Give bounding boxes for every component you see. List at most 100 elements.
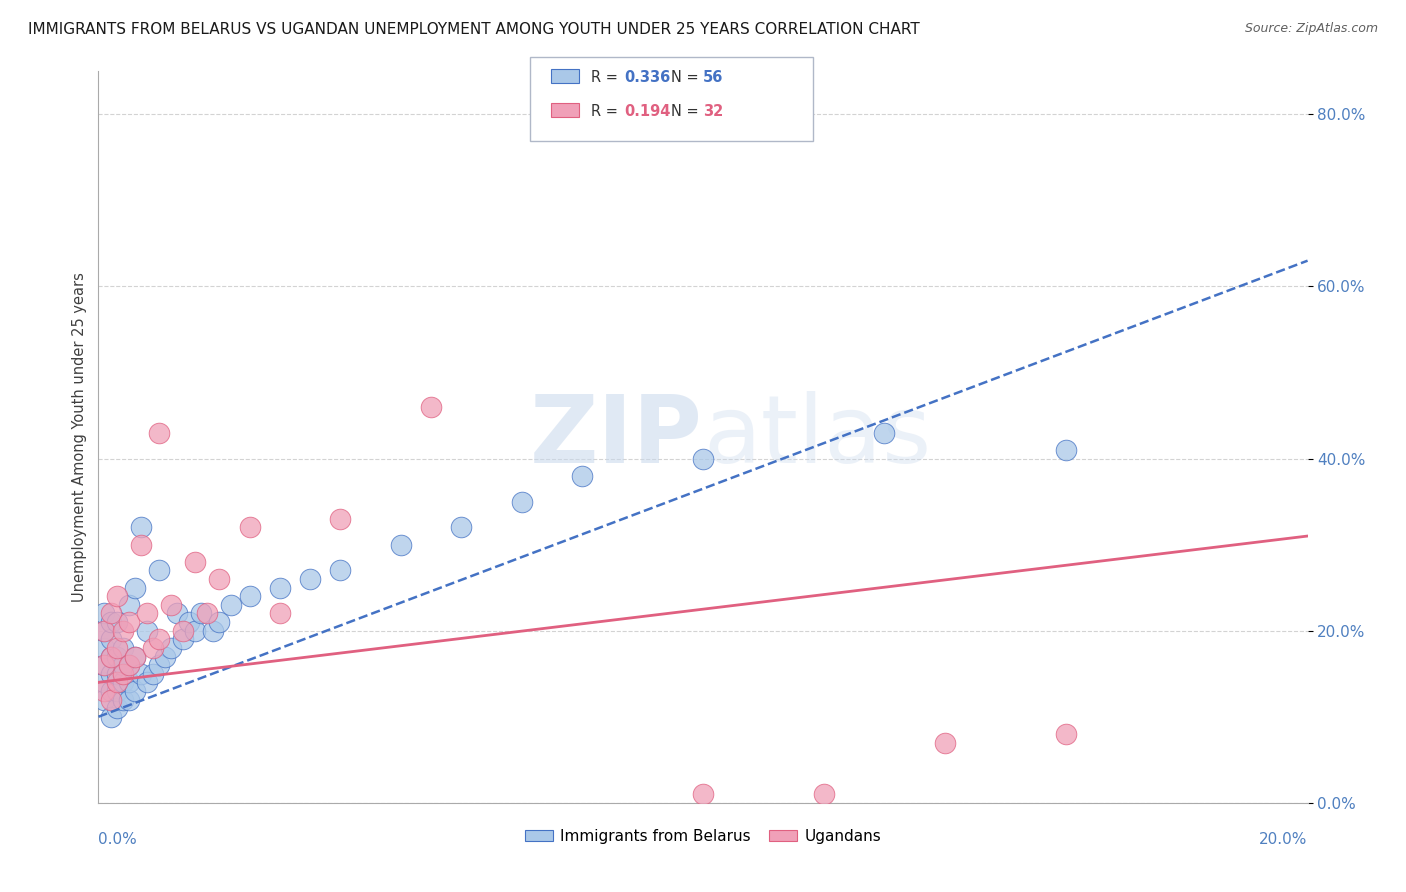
Point	[172, 624, 194, 638]
Point	[93, 658, 115, 673]
Point	[124, 649, 146, 664]
Point	[105, 649, 128, 664]
Point	[329, 564, 352, 578]
Point	[166, 607, 188, 621]
Text: 56: 56	[703, 70, 723, 86]
Point	[124, 649, 146, 664]
Point	[269, 581, 291, 595]
Point	[100, 607, 122, 621]
Point	[93, 640, 115, 655]
Point	[934, 735, 956, 749]
Point	[93, 692, 115, 706]
Text: atlas: atlas	[703, 391, 931, 483]
Point	[135, 607, 157, 621]
Point	[420, 400, 443, 414]
Point	[873, 425, 896, 440]
Point	[100, 710, 122, 724]
Point	[111, 675, 134, 690]
Point	[118, 692, 141, 706]
Point	[160, 598, 183, 612]
Point	[93, 684, 115, 698]
Point	[105, 666, 128, 681]
Point	[111, 624, 134, 638]
Point	[105, 640, 128, 655]
Text: N =: N =	[671, 104, 703, 120]
Point	[105, 615, 128, 629]
Text: Source: ZipAtlas.com: Source: ZipAtlas.com	[1244, 22, 1378, 36]
Point	[179, 615, 201, 629]
Point	[195, 607, 218, 621]
Point	[148, 658, 170, 673]
Point	[118, 675, 141, 690]
Point	[105, 684, 128, 698]
Point	[135, 624, 157, 638]
Point	[239, 589, 262, 603]
Legend: Immigrants from Belarus, Ugandans: Immigrants from Belarus, Ugandans	[519, 822, 887, 850]
Point	[100, 649, 122, 664]
Point	[1054, 442, 1077, 457]
Point	[100, 615, 122, 629]
Point	[124, 581, 146, 595]
Point	[105, 589, 128, 603]
Text: 0.336: 0.336	[624, 70, 671, 86]
Text: ZIP: ZIP	[530, 391, 703, 483]
Point	[111, 692, 134, 706]
Point	[299, 572, 322, 586]
Point	[93, 658, 115, 673]
Point	[93, 607, 115, 621]
Point	[389, 538, 412, 552]
Point	[129, 520, 152, 534]
Point	[111, 666, 134, 681]
Point	[118, 615, 141, 629]
Point	[269, 607, 291, 621]
Text: 0.194: 0.194	[624, 104, 671, 120]
Point	[184, 555, 207, 569]
Text: IMMIGRANTS FROM BELARUS VS UGANDAN UNEMPLOYMENT AMONG YOUTH UNDER 25 YEARS CORRE: IMMIGRANTS FROM BELARUS VS UGANDAN UNEMP…	[28, 22, 920, 37]
Point	[813, 787, 835, 801]
Text: 20.0%: 20.0%	[1260, 832, 1308, 847]
Point	[1054, 727, 1077, 741]
Point	[142, 666, 165, 681]
Point	[184, 624, 207, 638]
Point	[208, 615, 231, 629]
Point	[111, 640, 134, 655]
Point	[93, 675, 115, 690]
Point	[510, 494, 533, 508]
Point	[118, 658, 141, 673]
Point	[118, 598, 141, 612]
Point	[692, 451, 714, 466]
Point	[160, 640, 183, 655]
Text: 0.0%: 0.0%	[98, 832, 138, 847]
Point	[118, 658, 141, 673]
Text: N =: N =	[671, 70, 703, 86]
Text: R =: R =	[591, 70, 621, 86]
Point	[571, 468, 593, 483]
Point	[93, 624, 115, 638]
Point	[148, 564, 170, 578]
Text: 32: 32	[703, 104, 723, 120]
Point	[329, 512, 352, 526]
Point	[692, 787, 714, 801]
Point	[100, 692, 122, 706]
Point	[124, 684, 146, 698]
Point	[239, 520, 262, 534]
Point	[172, 632, 194, 647]
Point	[129, 538, 152, 552]
Point	[135, 675, 157, 690]
Point	[202, 624, 225, 638]
Point	[111, 658, 134, 673]
Point	[100, 632, 122, 647]
Point	[208, 572, 231, 586]
Y-axis label: Unemployment Among Youth under 25 years: Unemployment Among Youth under 25 years	[72, 272, 87, 602]
Text: R =: R =	[591, 104, 621, 120]
Point	[190, 607, 212, 621]
Point	[100, 684, 122, 698]
Point	[93, 624, 115, 638]
Point	[221, 598, 243, 612]
Point	[148, 425, 170, 440]
Point	[153, 649, 176, 664]
Point	[450, 520, 472, 534]
Point	[100, 649, 122, 664]
Point	[129, 666, 152, 681]
Point	[142, 640, 165, 655]
